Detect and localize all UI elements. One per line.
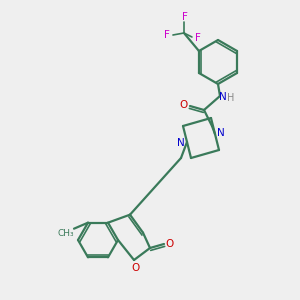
Text: O: O: [180, 100, 188, 110]
Text: N: N: [217, 128, 225, 138]
Text: N: N: [219, 92, 227, 102]
Text: F: F: [182, 12, 188, 22]
Text: F: F: [195, 33, 201, 43]
Text: H: H: [227, 93, 235, 103]
Text: N: N: [177, 138, 185, 148]
Text: O: O: [166, 239, 174, 249]
Text: O: O: [132, 263, 140, 273]
Text: F: F: [164, 30, 170, 40]
Text: CH₃: CH₃: [58, 229, 74, 238]
